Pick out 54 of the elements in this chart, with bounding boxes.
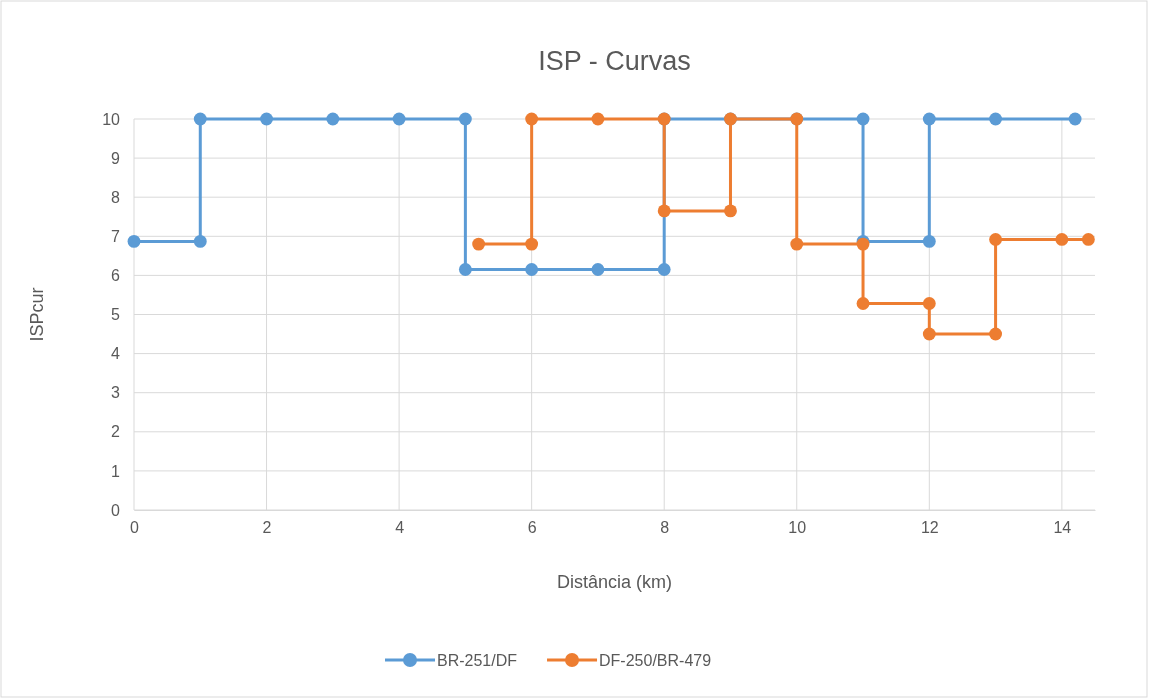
x-tick-label: 2 — [262, 519, 272, 537]
point — [525, 112, 539, 126]
point — [1068, 112, 1082, 126]
y-tick-label: 8 — [111, 188, 121, 206]
y-tick-label: 0 — [111, 501, 121, 519]
y-tick-label: 9 — [111, 149, 121, 167]
point — [989, 327, 1003, 341]
y-axis-title: ISPcur — [27, 287, 47, 342]
point — [657, 263, 671, 276]
x-tick-label: 0 — [130, 519, 140, 537]
point — [193, 112, 207, 126]
x-tick-label: 4 — [395, 519, 405, 537]
point — [326, 112, 340, 126]
point — [790, 237, 804, 251]
chart-title: ISP - Curvas — [538, 46, 691, 76]
point — [856, 297, 870, 310]
y-tick-label: 4 — [111, 345, 121, 363]
point — [856, 112, 870, 126]
point — [193, 234, 207, 248]
point — [591, 263, 605, 276]
point — [922, 112, 936, 126]
y-tick-label: 2 — [111, 423, 121, 441]
point — [127, 234, 141, 248]
point — [989, 112, 1003, 126]
x-tick-label: 6 — [527, 519, 537, 537]
y-tick-label: 3 — [111, 384, 121, 402]
x-tick-label: 14 — [1053, 519, 1072, 537]
x-tick-label: 8 — [660, 519, 670, 537]
point — [525, 263, 539, 276]
y-tick-label: 6 — [111, 267, 121, 285]
point — [922, 327, 936, 341]
point — [922, 297, 936, 310]
x-tick-label: 12 — [920, 519, 939, 537]
x-axis-title: Distância (km) — [556, 572, 673, 592]
point — [260, 112, 273, 126]
point — [724, 204, 737, 218]
point — [472, 237, 486, 251]
point — [458, 263, 472, 276]
y-tick-label: 1 — [111, 462, 121, 480]
y-tick-label: 10 — [102, 110, 121, 128]
legend-label: BR-251/DF — [437, 652, 518, 669]
legend-label: DF-250/BR-479 — [599, 652, 712, 669]
point — [458, 112, 472, 126]
point — [1055, 233, 1069, 246]
point — [525, 237, 539, 251]
point — [657, 204, 671, 218]
point — [392, 112, 406, 126]
x-tick-label: 10 — [788, 519, 807, 537]
point — [1081, 233, 1095, 246]
y-tick-label: 7 — [111, 227, 121, 245]
point — [922, 234, 936, 248]
y-tick-label: 5 — [111, 306, 121, 324]
point — [989, 233, 1003, 246]
point — [591, 112, 605, 126]
